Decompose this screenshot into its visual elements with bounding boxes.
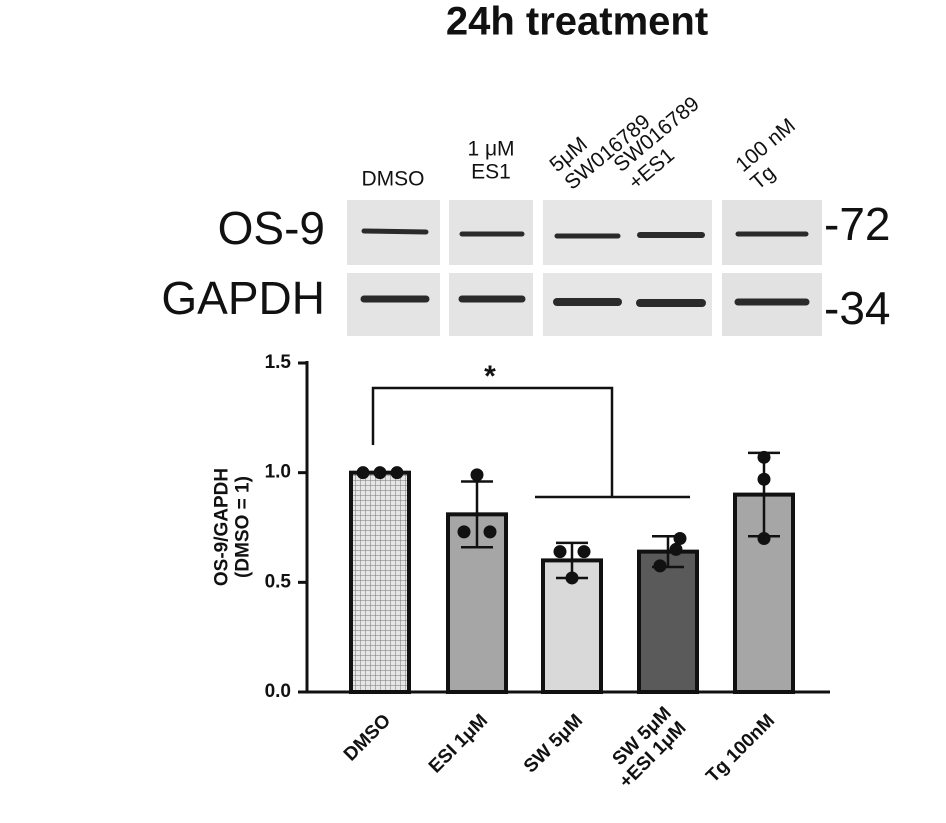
marker-label: -72 xyxy=(824,198,890,250)
x-tick-label: SW 5μM xyxy=(520,710,587,777)
x-tick-label: ESI 1μM xyxy=(425,710,492,777)
title: 24h treatment xyxy=(446,0,708,44)
data-point xyxy=(757,472,771,486)
protein-label: GAPDH xyxy=(161,272,325,324)
significance-star: * xyxy=(484,360,496,393)
data-point xyxy=(577,545,591,559)
y-tick-label: 0.5 xyxy=(265,571,292,592)
data-point xyxy=(673,531,687,545)
x-tick-label: Tg 100nM xyxy=(702,710,779,787)
error-bar xyxy=(461,480,493,549)
data-point xyxy=(373,466,387,480)
x-tick-label: DMSO xyxy=(340,710,395,765)
lane-label: 100 nMTg xyxy=(731,114,814,194)
y-tick-label: 0.0 xyxy=(265,681,291,702)
data-point xyxy=(565,571,579,585)
y-tick-label: 1.0 xyxy=(265,462,291,483)
data-point xyxy=(757,531,771,545)
significance-bracket xyxy=(371,386,690,499)
data-point xyxy=(356,466,370,480)
data-point xyxy=(553,545,567,559)
data-point xyxy=(653,559,667,573)
y-axis-label: OS-9/GAPDH(DMSO = 1) xyxy=(212,468,254,586)
bar xyxy=(637,549,699,694)
data-point xyxy=(390,466,404,480)
bar xyxy=(349,470,411,694)
marker-label: -34 xyxy=(824,282,890,334)
lane-label: 1 μM ES1 xyxy=(467,137,514,183)
data-point xyxy=(457,525,471,539)
x-tick-label: SW 5μM+ESI 1μM xyxy=(601,703,691,793)
protein-label: OS-9 xyxy=(218,202,325,254)
data-point xyxy=(470,468,484,482)
data-point xyxy=(757,450,771,464)
data-point xyxy=(669,542,683,556)
data-point xyxy=(483,525,497,539)
y-tick-label: 1.5 xyxy=(265,352,292,373)
lane-label: DMSO xyxy=(362,168,425,191)
blot xyxy=(347,200,822,336)
